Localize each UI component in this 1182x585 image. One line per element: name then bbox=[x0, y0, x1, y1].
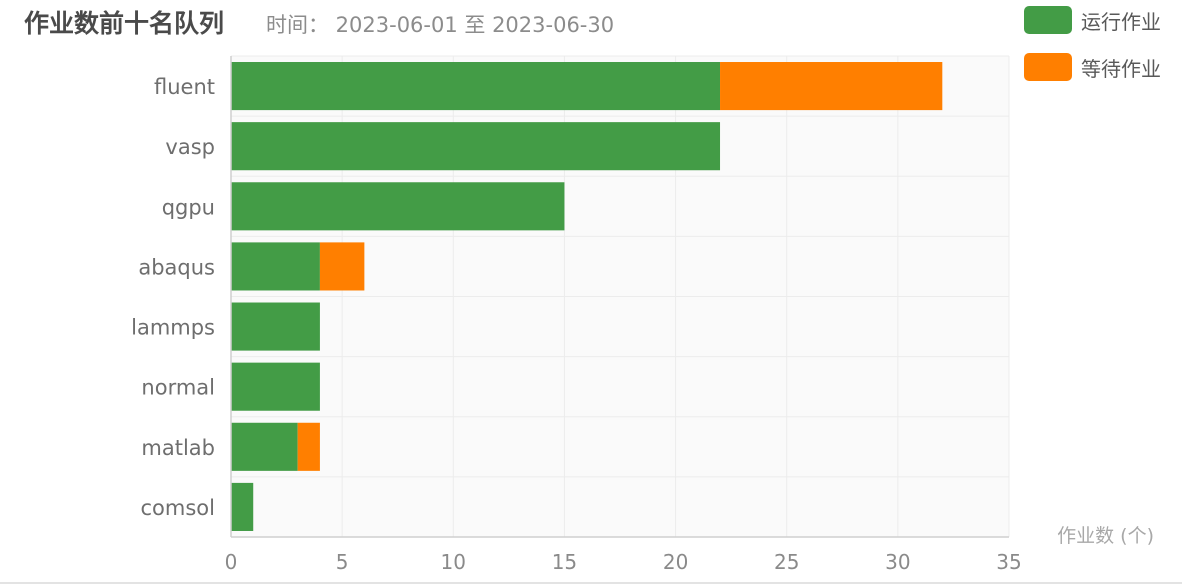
plot-band bbox=[231, 416, 1009, 477]
bar-matlab-running bbox=[231, 422, 298, 471]
bar-layer bbox=[231, 62, 943, 531]
y-tick-label: vasp bbox=[165, 135, 215, 159]
x-tick-label: 20 bbox=[663, 550, 688, 574]
chart-title: 作业数前十名队列 bbox=[24, 9, 225, 38]
plot-band bbox=[231, 356, 1009, 417]
legend-item-running[interactable]: 运行作业 bbox=[1024, 4, 1161, 36]
x-tick-label: 30 bbox=[885, 550, 910, 574]
chart-subtitle: 时间： 2023-06-01 至 2023-06-30 bbox=[266, 13, 615, 37]
x-tick-label: 35 bbox=[996, 550, 1021, 574]
bar-comsol-running bbox=[231, 482, 254, 531]
chart-legend: 运行作业 等待作业 bbox=[1024, 4, 1161, 98]
bar-abaqus-running bbox=[231, 242, 320, 291]
bar-fluent-running bbox=[231, 62, 721, 111]
axis-layer: fluent vasp qgpu abaqus lammps normal matlab co… bbox=[131, 56, 1022, 574]
y-tick-label: qgpu bbox=[162, 195, 215, 219]
x-tick-label: 25 bbox=[774, 550, 799, 574]
bar-lammps-running bbox=[231, 302, 320, 351]
bottom-divider bbox=[0, 582, 1182, 584]
bar-abaqus-waiting bbox=[319, 242, 365, 291]
y-tick-label: fluent bbox=[154, 75, 215, 99]
legend-label-waiting: 等待作业 bbox=[1081, 56, 1161, 81]
bar-fluent-waiting bbox=[720, 62, 943, 111]
x-tick-label: 5 bbox=[336, 550, 349, 574]
plot-band bbox=[231, 476, 1009, 537]
bar-normal-running bbox=[231, 362, 320, 411]
legend-swatch-running bbox=[1024, 6, 1072, 34]
legend-swatch-waiting bbox=[1024, 53, 1072, 81]
y-tick-label: lammps bbox=[131, 316, 215, 340]
bar-qgpu-running bbox=[231, 182, 565, 231]
x-axis-title: 作业数 (个) bbox=[1057, 525, 1154, 547]
bar-vasp-running bbox=[231, 122, 721, 171]
legend-item-waiting[interactable]: 等待作业 bbox=[1024, 51, 1161, 83]
x-tick-label: 0 bbox=[225, 550, 238, 574]
y-tick-label: normal bbox=[141, 376, 215, 400]
y-tick-label: matlab bbox=[141, 436, 215, 460]
plot-band bbox=[231, 296, 1009, 357]
x-tick-label: 15 bbox=[552, 550, 577, 574]
y-tick-label: comsol bbox=[141, 496, 215, 520]
legend-label-running: 运行作业 bbox=[1081, 9, 1161, 34]
bar-matlab-waiting bbox=[297, 422, 320, 471]
y-tick-label: abaqus bbox=[138, 255, 215, 279]
x-tick-label: 10 bbox=[441, 550, 466, 574]
